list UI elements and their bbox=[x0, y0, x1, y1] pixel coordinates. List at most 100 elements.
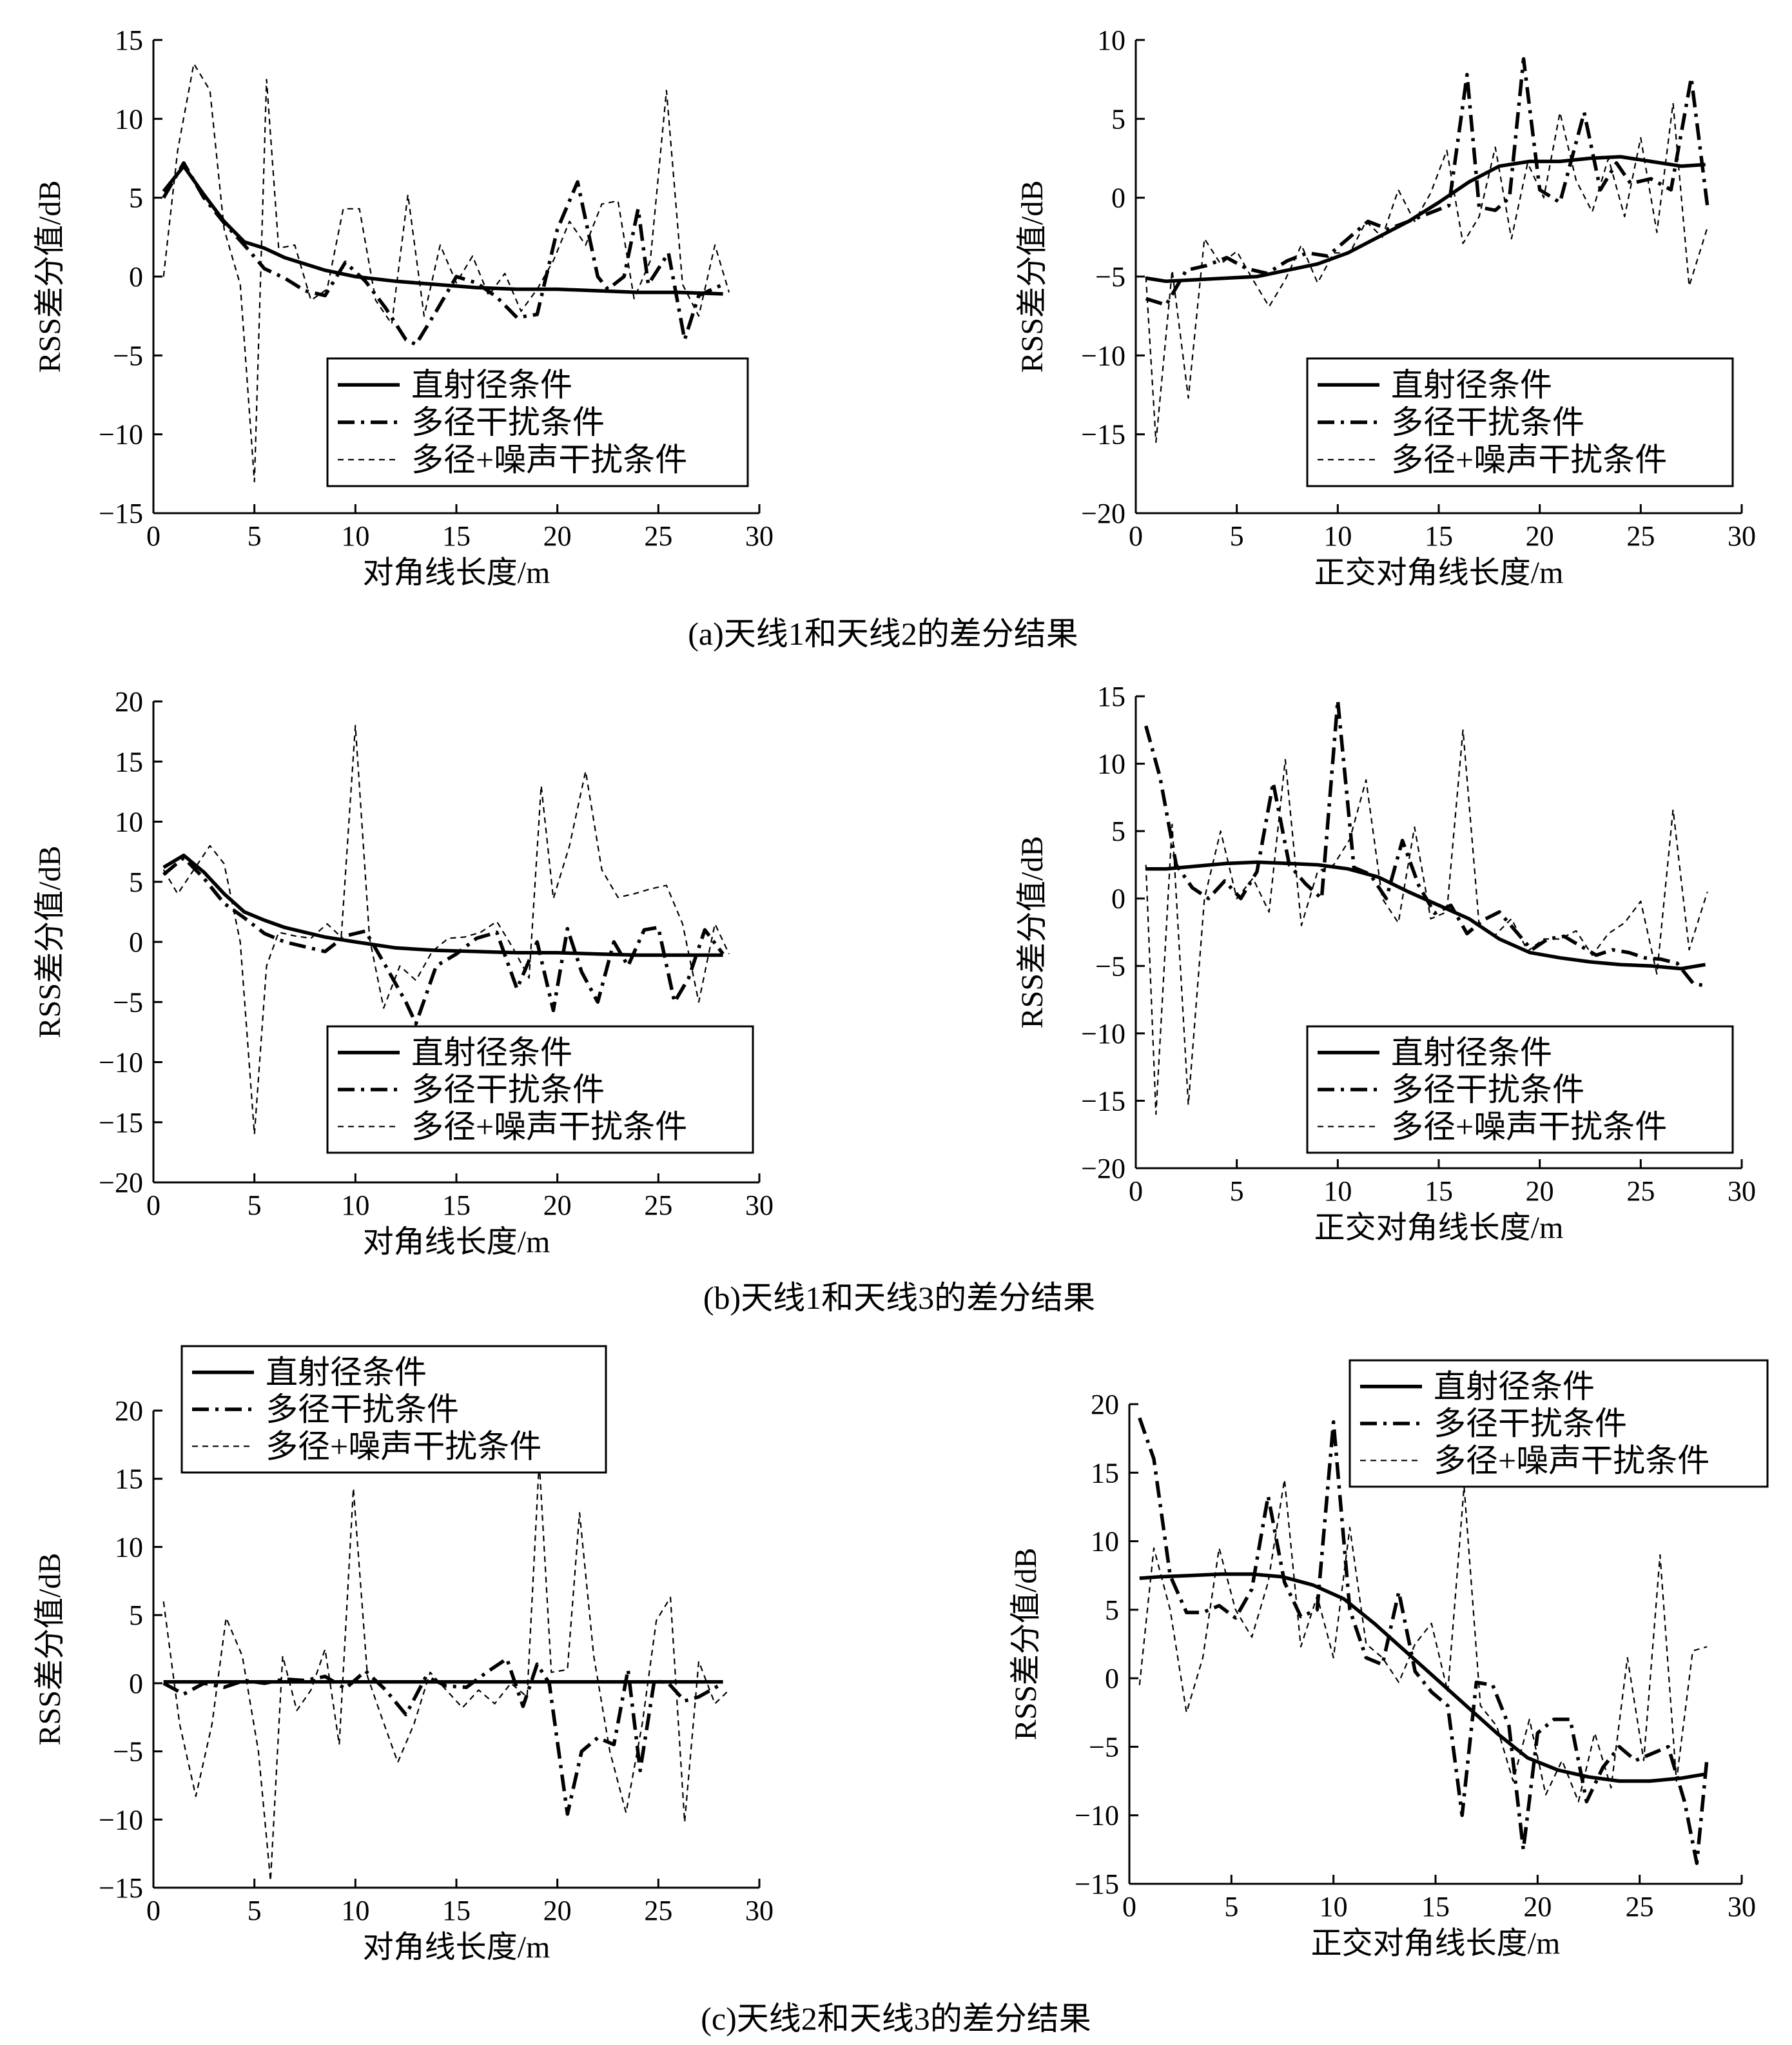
series-line-2 bbox=[1145, 57, 1709, 307]
y-tick-label: 15 bbox=[1091, 1457, 1119, 1489]
caption-c: (c)天线2和天线3的差分结果 bbox=[701, 2001, 1091, 2037]
x-tick-label: 15 bbox=[1425, 1175, 1453, 1207]
x-tick-label: 15 bbox=[442, 520, 471, 552]
legend-label-2: 多径干扰条件 bbox=[411, 404, 605, 440]
y-tick-label: 0 bbox=[1111, 883, 1125, 915]
legend-label-1: 直射径条件 bbox=[1434, 1369, 1595, 1405]
y-tick-label: 10 bbox=[1097, 24, 1125, 56]
y-tick-label: −10 bbox=[1081, 340, 1125, 371]
x-axis-title: 对角线长度/m bbox=[363, 556, 550, 590]
legend-label-2: 多径干扰条件 bbox=[266, 1391, 459, 1427]
x-tick-label: 15 bbox=[442, 1895, 471, 1926]
series-line-3 bbox=[1145, 729, 1708, 1115]
x-tick-label: 20 bbox=[543, 1189, 572, 1221]
y-tick-label: 5 bbox=[129, 1600, 143, 1631]
x-axis-title: 对角线长度/m bbox=[363, 1225, 550, 1259]
x-tick-label: 30 bbox=[1728, 1891, 1756, 1923]
x-tick-label: 30 bbox=[745, 1895, 774, 1926]
x-tick-label: 0 bbox=[146, 520, 161, 552]
x-tick-label: 25 bbox=[1626, 1891, 1654, 1923]
chart-panel-2: 0 5 10 15 20 25 30 −20 −15 −10 −5 0 5 10 正交对角线长度/m RSS差… bbox=[1015, 24, 1756, 590]
y-tick-label: −15 bbox=[99, 1107, 143, 1139]
x-tick-label: 30 bbox=[1728, 1175, 1756, 1207]
y-tick-label: −5 bbox=[113, 1736, 143, 1768]
series-line-2 bbox=[162, 856, 725, 1026]
y-axis-title: RSS差分值/dB bbox=[1009, 1548, 1043, 1741]
x-tick-label: 5 bbox=[1230, 1175, 1244, 1207]
legend-box bbox=[326, 1025, 754, 1154]
y-tick-label: −5 bbox=[113, 986, 143, 1018]
y-tick-label: 10 bbox=[115, 103, 143, 135]
legend-label-1: 直射径条件 bbox=[266, 1355, 427, 1391]
y-tick-label: −15 bbox=[99, 1872, 143, 1904]
y-tick-label: 10 bbox=[1097, 749, 1125, 780]
y-axis-title: RSS差分值/dB bbox=[33, 1553, 67, 1746]
x-tick-label: 10 bbox=[1323, 520, 1352, 552]
y-axis-title: RSS差分值/dB bbox=[1015, 181, 1049, 373]
x-tick-label: 10 bbox=[341, 1189, 369, 1221]
y-tick-label: 0 bbox=[129, 926, 143, 958]
x-tick-label: 25 bbox=[644, 1895, 672, 1926]
x-tick-label: 20 bbox=[1526, 520, 1554, 552]
x-tick-label: 0 bbox=[146, 1189, 161, 1221]
x-tick-label: 25 bbox=[1626, 1175, 1655, 1207]
y-tick-label: 0 bbox=[129, 261, 143, 293]
legend-box bbox=[326, 357, 749, 487]
y-tick-label: −20 bbox=[1081, 1153, 1125, 1184]
x-tick-label: 10 bbox=[1320, 1891, 1348, 1923]
y-tick-label: −5 bbox=[1095, 950, 1125, 982]
y-tick-label: −5 bbox=[113, 340, 143, 371]
y-axis-title: RSS差分值/dB bbox=[33, 181, 67, 373]
y-tick-label: −15 bbox=[1081, 1085, 1125, 1117]
legend-label-3: 多径+噪声干扰条件 bbox=[1434, 1442, 1709, 1478]
y-tick-label: 20 bbox=[115, 686, 143, 718]
x-tick-label: 15 bbox=[442, 1189, 471, 1221]
y-tick-label: −10 bbox=[1075, 1800, 1119, 1832]
chart-panel-3: 0 5 10 15 20 25 30 −20 −15 −10 −5 0 5 10 15 20 对角线长度/m RS… bbox=[33, 686, 774, 1259]
legend-label-3: 多径+噪声干扰条件 bbox=[266, 1428, 541, 1464]
legend-label-2: 多径干扰条件 bbox=[1434, 1405, 1627, 1442]
chart-panel-5: 0 5 10 15 20 25 30 −15 −10 −5 0 5 10 15 20 对角线长度/m RSS差分… bbox=[33, 1345, 774, 1964]
x-tick-label: 20 bbox=[1523, 1891, 1552, 1923]
x-tick-label: 20 bbox=[543, 520, 572, 552]
y-axis-title: RSS差分值/dB bbox=[1015, 836, 1049, 1029]
legend-label-1: 直射径条件 bbox=[1391, 367, 1552, 403]
x-axis-title: 正交对角线长度/m bbox=[1314, 556, 1564, 590]
x-tick-label: 5 bbox=[248, 1189, 262, 1221]
chart-panel-6: 0 5 10 15 20 25 30−15−10−505101520正交对角线长度/mRSS… bbox=[1009, 1359, 1769, 1961]
x-tick-label: 15 bbox=[1421, 1891, 1450, 1923]
chart-panel-4: 0 5 10 15 20 25 30 −20 −15 −10 −5 0 5 10 15 正交对角线长度/m RS… bbox=[1015, 681, 1756, 1245]
x-axis-title: 正交对角线长度/m bbox=[1314, 1211, 1564, 1245]
y-tick-label: 10 bbox=[115, 807, 143, 838]
legend-box bbox=[1349, 1359, 1769, 1488]
y-tick-label: −10 bbox=[99, 1804, 143, 1835]
y-tick-label: −5 bbox=[1095, 261, 1125, 293]
legend-label-2: 多径干扰条件 bbox=[1391, 1071, 1584, 1108]
legend-label-3: 多径+噪声干扰条件 bbox=[411, 442, 687, 478]
y-tick-label: 10 bbox=[115, 1531, 143, 1563]
chart-panel-1: 0 5 10 15 20 25 30 −15 −10 −5 0 5 10 15 对角线长度/m RSS差分值/… bbox=[33, 24, 774, 590]
x-tick-label: 0 bbox=[1122, 1891, 1136, 1923]
x-tick-label: 30 bbox=[1728, 520, 1756, 552]
y-tick-label: 5 bbox=[129, 182, 143, 214]
x-tick-label: 20 bbox=[543, 1895, 572, 1926]
y-tick-label: 15 bbox=[1097, 681, 1125, 712]
series-line-2 bbox=[1138, 1417, 1709, 1865]
x-axis-title: 正交对角线长度/m bbox=[1311, 1926, 1561, 1961]
series-line-3 bbox=[162, 1460, 730, 1882]
series-line-1 bbox=[162, 853, 723, 957]
y-tick-label: −5 bbox=[1089, 1731, 1119, 1763]
y-tick-label: −10 bbox=[1081, 1018, 1125, 1050]
x-tick-label: 5 bbox=[248, 1895, 262, 1926]
legend-label-3: 多径+噪声干扰条件 bbox=[1391, 1108, 1667, 1144]
charts-layer: 0 5 10 15 20 25 30 −15 −10 −5 0 5 10 15 对角线长度/m RSS差分值/… bbox=[33, 24, 1769, 1964]
y-tick-label: −10 bbox=[99, 419, 143, 451]
y-tick-label: 20 bbox=[115, 1395, 143, 1427]
x-tick-label: 5 bbox=[1230, 520, 1244, 552]
